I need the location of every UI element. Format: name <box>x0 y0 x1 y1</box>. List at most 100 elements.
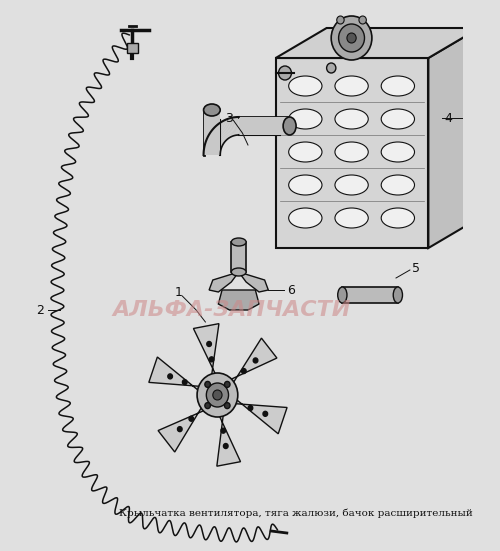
Ellipse shape <box>393 287 402 303</box>
Circle shape <box>221 428 226 433</box>
Ellipse shape <box>381 76 414 96</box>
Polygon shape <box>207 137 222 147</box>
Circle shape <box>207 342 212 347</box>
Bar <box>232 242 246 272</box>
Polygon shape <box>235 117 238 135</box>
Circle shape <box>205 403 210 409</box>
Ellipse shape <box>288 175 322 195</box>
Circle shape <box>326 63 336 73</box>
Ellipse shape <box>204 104 220 116</box>
Circle shape <box>331 16 372 60</box>
Polygon shape <box>204 149 220 153</box>
Polygon shape <box>210 131 224 143</box>
Polygon shape <box>276 58 428 248</box>
Ellipse shape <box>288 109 322 129</box>
Circle shape <box>213 390 222 400</box>
Ellipse shape <box>335 142 368 162</box>
Ellipse shape <box>381 175 414 195</box>
Text: 3: 3 <box>226 111 234 125</box>
Circle shape <box>224 381 230 387</box>
Bar <box>204 110 220 155</box>
Circle shape <box>197 373 238 417</box>
Ellipse shape <box>288 76 322 96</box>
Polygon shape <box>219 122 229 138</box>
Text: Крыльчатка вентилятора, тяга жалюзи, бачок расширительный: Крыльчатка вентилятора, тяга жалюзи, бач… <box>119 508 473 518</box>
Polygon shape <box>204 147 220 152</box>
Circle shape <box>253 358 258 363</box>
Polygon shape <box>204 153 220 155</box>
Ellipse shape <box>232 268 246 276</box>
Polygon shape <box>428 28 480 248</box>
Polygon shape <box>228 118 234 136</box>
Circle shape <box>359 16 366 24</box>
Circle shape <box>468 158 473 164</box>
Bar <box>238 117 290 135</box>
Polygon shape <box>212 129 226 142</box>
Ellipse shape <box>232 238 246 246</box>
Circle shape <box>347 33 356 43</box>
Polygon shape <box>220 121 230 138</box>
Text: 1: 1 <box>174 285 182 299</box>
Polygon shape <box>232 397 287 434</box>
Circle shape <box>224 403 230 409</box>
Polygon shape <box>149 357 203 392</box>
Polygon shape <box>217 412 240 466</box>
Polygon shape <box>216 125 228 140</box>
Ellipse shape <box>288 208 322 228</box>
Text: 4: 4 <box>444 111 452 125</box>
Polygon shape <box>276 28 480 58</box>
Polygon shape <box>218 290 259 310</box>
Circle shape <box>178 426 182 431</box>
Polygon shape <box>230 118 234 136</box>
Polygon shape <box>204 145 221 151</box>
Polygon shape <box>213 127 226 141</box>
Circle shape <box>338 24 364 52</box>
Circle shape <box>278 66 291 80</box>
Ellipse shape <box>335 109 368 129</box>
Bar <box>127 43 138 53</box>
Polygon shape <box>208 136 223 145</box>
Circle shape <box>336 16 344 24</box>
Ellipse shape <box>381 208 414 228</box>
Circle shape <box>224 444 228 449</box>
Circle shape <box>242 369 246 374</box>
Polygon shape <box>209 272 238 292</box>
Ellipse shape <box>335 76 368 96</box>
Ellipse shape <box>381 109 414 129</box>
Polygon shape <box>210 132 224 144</box>
Circle shape <box>263 412 268 417</box>
Text: 5: 5 <box>412 262 420 274</box>
Polygon shape <box>218 123 228 139</box>
Polygon shape <box>233 117 236 135</box>
Polygon shape <box>205 143 221 150</box>
Polygon shape <box>238 272 268 292</box>
Polygon shape <box>228 338 277 386</box>
Ellipse shape <box>283 117 296 135</box>
Polygon shape <box>208 134 224 145</box>
Text: АЛЬФА-ЗАПЧАСТИ: АЛЬФА-ЗАПЧАСТИ <box>112 300 350 320</box>
Circle shape <box>206 383 229 407</box>
Circle shape <box>189 416 194 421</box>
Polygon shape <box>222 121 231 137</box>
Polygon shape <box>204 151 220 154</box>
Polygon shape <box>214 126 226 141</box>
Polygon shape <box>224 120 232 137</box>
Polygon shape <box>237 117 238 135</box>
Ellipse shape <box>288 142 322 162</box>
Ellipse shape <box>381 142 414 162</box>
Polygon shape <box>231 117 235 136</box>
Polygon shape <box>206 141 222 149</box>
Ellipse shape <box>335 208 368 228</box>
Circle shape <box>182 380 187 385</box>
Polygon shape <box>226 119 233 137</box>
Circle shape <box>168 374 172 379</box>
Circle shape <box>210 357 214 362</box>
Circle shape <box>248 406 252 410</box>
Polygon shape <box>158 404 207 452</box>
Text: 6: 6 <box>287 284 294 296</box>
Circle shape <box>205 381 210 387</box>
Polygon shape <box>206 139 222 148</box>
Ellipse shape <box>335 175 368 195</box>
Polygon shape <box>194 323 219 379</box>
Ellipse shape <box>338 287 347 303</box>
